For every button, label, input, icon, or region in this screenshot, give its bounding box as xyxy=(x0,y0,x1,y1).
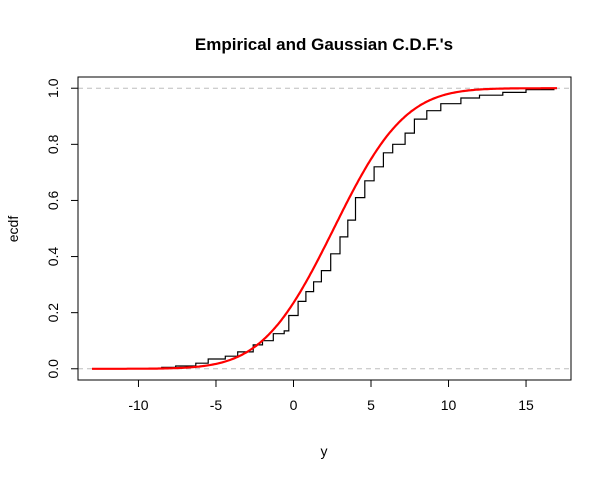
y-tick-label: 0.4 xyxy=(45,247,61,267)
reference-lines xyxy=(78,87,571,370)
empirical-cdf-line xyxy=(92,87,557,370)
series-group xyxy=(92,87,557,370)
y-axis: 0.0 0.2 0.4 0.6 0.8 1.0 xyxy=(45,78,79,379)
y-tick-label: 0.6 xyxy=(45,191,61,211)
x-tick-label: 0 xyxy=(290,397,298,413)
plot-frame xyxy=(77,76,572,381)
chart-title: Empirical and Gaussian C.D.F.'s xyxy=(195,35,453,54)
x-tick-label: -5 xyxy=(210,397,223,413)
y-tick-label: 1.0 xyxy=(45,78,61,98)
x-tick-label: -10 xyxy=(128,397,148,413)
x-tick-label: 10 xyxy=(441,397,457,413)
y-tick-label: 0.8 xyxy=(45,134,61,154)
x-tick-label: 15 xyxy=(518,397,534,413)
gaussian-cdf-line xyxy=(92,87,557,370)
y-tick-label: 0.0 xyxy=(45,359,61,379)
y-tick-label: 0.2 xyxy=(45,303,61,323)
x-tick-label: 5 xyxy=(367,397,375,413)
x-axis: -10 -5 0 5 10 15 xyxy=(128,379,534,413)
y-axis-label: ecdf xyxy=(5,216,21,243)
x-axis-label: y xyxy=(321,443,328,459)
